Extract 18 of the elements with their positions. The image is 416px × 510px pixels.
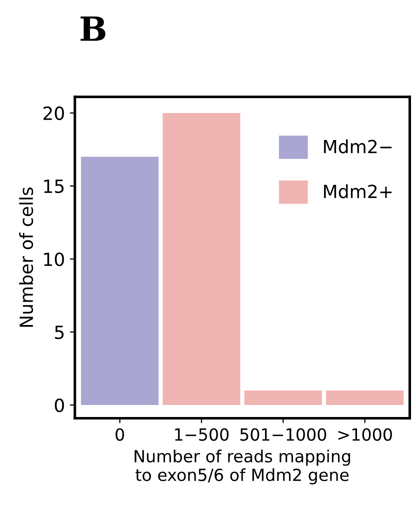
x-tick-label: >1000 [338, 428, 392, 441]
y-tick-label: 15 [44, 180, 64, 194]
bar [81, 156, 159, 406]
y-axis-title: Number of cells [19, 187, 34, 327]
bar [162, 112, 240, 406]
chart-title: B [80, 16, 106, 41]
x-tick-label: 0 [116, 428, 124, 441]
y-tick-label: 20 [44, 106, 64, 120]
bar [326, 390, 404, 406]
x-tick-label: 501−1000 [240, 428, 326, 441]
x-axis-title: Number of reads mapping to exon5/6 of Mdm2 gene [134, 450, 350, 484]
y-tick-label: 5 [55, 326, 64, 340]
legend-label: Mdm2− [324, 139, 392, 154]
y-tick-label: 0 [54, 398, 64, 412]
y-tick-label: 10 [44, 252, 64, 266]
x-tick-label: 1−500 [175, 428, 229, 441]
bar [244, 390, 322, 406]
legend-label: Mdm2+ [324, 184, 392, 198]
